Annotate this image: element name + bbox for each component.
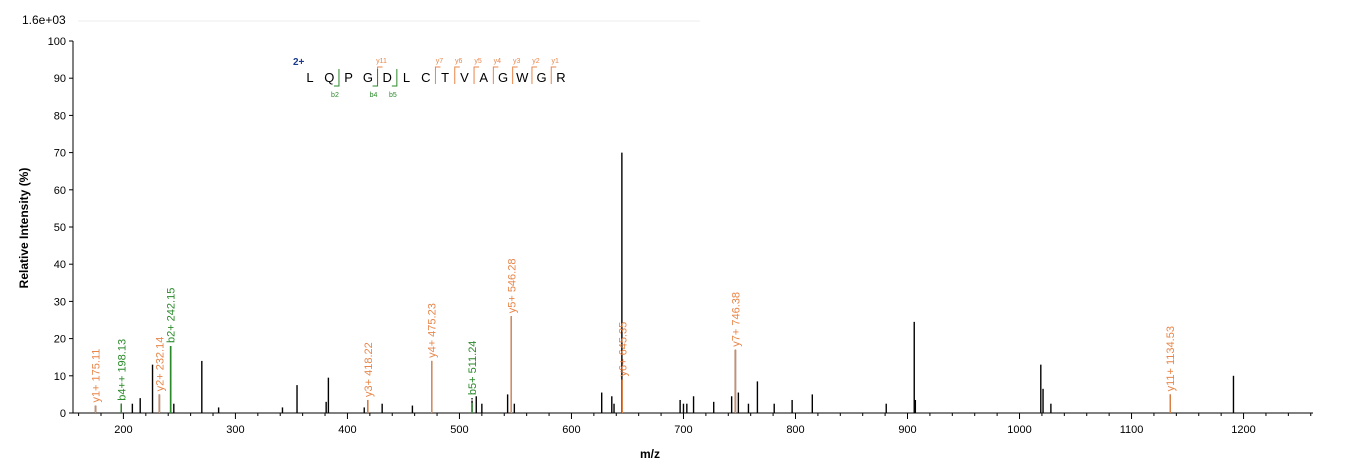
sequence-residue: G: [498, 70, 508, 85]
y-tick-label: 50: [54, 222, 66, 234]
x-tick-label: 400: [338, 424, 356, 436]
x-tick-label: 800: [786, 424, 804, 436]
peak-annotation-label: y11+ 1134.53: [1165, 326, 1177, 391]
x-tick-label: 600: [562, 424, 580, 436]
y-fragment-label: y2: [532, 58, 540, 65]
y-fragment-bracket: [512, 66, 518, 84]
x-tick-label: 1100: [1120, 424, 1144, 436]
y-tick-label: 80: [54, 110, 66, 122]
peak-annotation-label: b2+ 242.15: [166, 288, 178, 343]
y-fragment-label: y11: [376, 58, 387, 65]
y-tick-label: 40: [54, 259, 66, 271]
y-tick-label: 20: [54, 334, 66, 346]
y-tick-label: 0: [60, 408, 66, 420]
peak-annotation-label: y6+ 645.35: [617, 322, 629, 377]
x-axis-title: m/z: [640, 447, 660, 461]
peak-annotation-label: y4+ 475.23: [427, 303, 439, 358]
x-tick-label: 700: [674, 424, 692, 436]
y-fragment-bracket: [454, 66, 460, 84]
sequence-residue: T: [441, 70, 449, 85]
x-tick-label: 1000: [1007, 424, 1031, 436]
x-tick-label: 200: [114, 424, 132, 436]
y-fragment-bracket: [434, 66, 441, 84]
sequence-residue: P: [344, 70, 353, 85]
y-tick-label: 70: [54, 148, 66, 160]
x-tick-label: 300: [226, 424, 244, 436]
b-fragment-label: b4: [370, 92, 378, 99]
sequence-residue: A: [479, 70, 488, 85]
y-fragment-label: y4: [494, 58, 502, 65]
y-tick-label: 60: [54, 185, 66, 197]
sequence-residue: D: [383, 70, 392, 85]
sequence-residue: G: [363, 70, 373, 85]
x-tick-label: 900: [898, 424, 916, 436]
y-tick-label: 30: [54, 296, 66, 308]
sequence-residue: G: [537, 70, 547, 85]
b-fragment-bracket: [333, 69, 340, 87]
peak-annotation-label: b5+ 511.24: [467, 341, 479, 396]
y-fragment-label: y1: [552, 58, 560, 65]
y-axis-title: Relative Intensity (%): [17, 168, 31, 289]
sequence-residue: Q: [324, 70, 334, 85]
sequence-residue: L: [403, 70, 410, 85]
b-fragment-label: b2: [331, 92, 339, 99]
sequence-residue: R: [556, 70, 565, 85]
y-fragment-label: y7: [436, 58, 444, 65]
y-fragment-bracket: [531, 66, 537, 84]
y-tick-label: 100: [48, 36, 66, 48]
peak-annotation-label: y1+ 175.11: [91, 349, 103, 403]
peak-annotation-label: y5+ 546.28: [506, 259, 518, 314]
b-fragment-bracket: [372, 69, 379, 87]
sequence-residue: L: [306, 70, 313, 85]
intensity-scale-label: 1.6e+03: [22, 13, 66, 27]
b-fragment-label: b5: [389, 92, 397, 99]
peak-annotation-label: y7+ 746.38: [730, 292, 742, 347]
peak-annotation-label: y3+ 418.22: [363, 342, 375, 397]
peak-annotation-label: y2+ 232.14: [154, 337, 166, 392]
sequence-residue: W: [516, 70, 529, 85]
precursor-charge-label: 2+: [293, 57, 305, 68]
y-fragment-bracket: [550, 66, 557, 84]
y-fragment-label: y5: [474, 58, 482, 65]
sequence-residue: C: [421, 70, 430, 85]
y-tick-label: 10: [54, 371, 66, 383]
b-fragment-bracket: [391, 69, 398, 87]
y-fragment-bracket: [473, 66, 480, 84]
y-fragment-label: y6: [455, 58, 463, 65]
y-fragment-bracket: [492, 66, 499, 84]
x-tick-label: 500: [450, 424, 468, 436]
y-tick-label: 90: [54, 73, 66, 85]
peak-annotation-label: b4++ 198.13: [116, 339, 128, 401]
y-fragment-label: y3: [513, 58, 521, 65]
x-tick-label: 1200: [1231, 424, 1255, 436]
y-axis: 0 10 20 30 40 50 60 70 80 90 100: [48, 36, 74, 420]
sequence-residue: V: [460, 70, 469, 85]
